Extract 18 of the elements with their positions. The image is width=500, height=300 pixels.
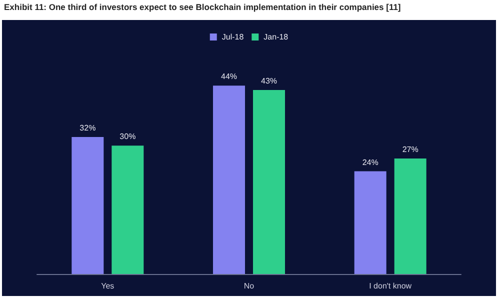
bar bbox=[354, 171, 386, 274]
x-tick-label: I don't know bbox=[369, 282, 412, 290]
bar bbox=[253, 90, 285, 274]
x-tick-label: No bbox=[244, 282, 255, 290]
data-label: 44% bbox=[220, 72, 238, 82]
data-label: 30% bbox=[120, 132, 136, 142]
legend-label: Jul-18 bbox=[222, 32, 244, 42]
bar bbox=[213, 86, 245, 274]
bar bbox=[394, 158, 426, 274]
data-label: 43% bbox=[260, 76, 278, 86]
data-label: 27% bbox=[402, 144, 418, 154]
bar bbox=[72, 137, 104, 274]
data-label: 32% bbox=[80, 124, 96, 133]
chart-title: Exhibit 11: One third of investors expect to see Blockchain implementation in their companies [11] bbox=[4, 2, 402, 12]
data-label: 24% bbox=[362, 158, 378, 167]
legend-label: Jan-18 bbox=[264, 32, 289, 42]
x-tick-label: Yes bbox=[101, 282, 114, 290]
bar bbox=[112, 146, 144, 274]
